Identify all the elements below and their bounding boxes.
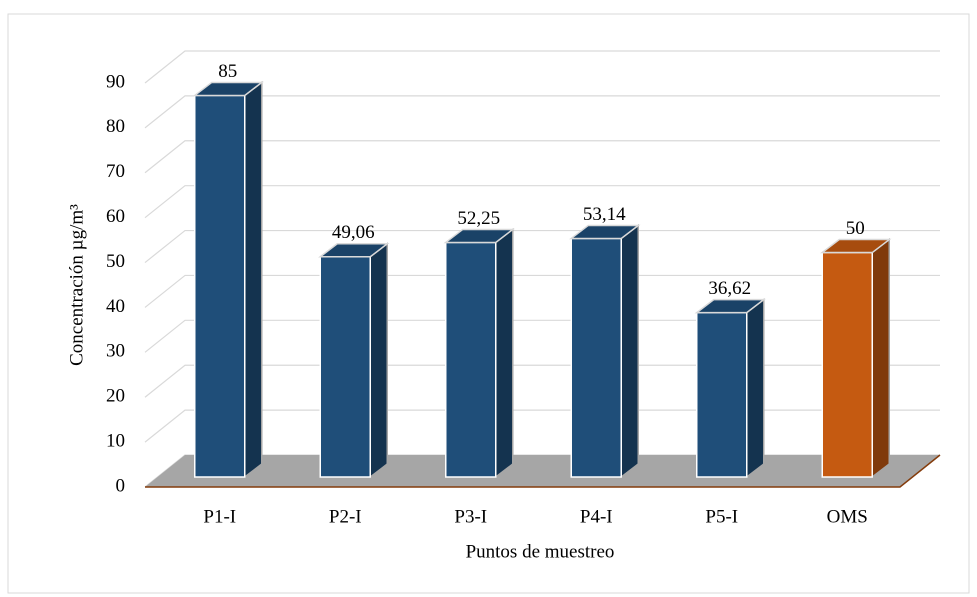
y-tick-label: 90 — [106, 71, 125, 92]
value-label: 52,25 — [457, 208, 500, 229]
grid-line — [144, 409, 940, 443]
bar-top — [318, 243, 390, 258]
bar — [319, 256, 371, 478]
grid-line — [144, 185, 940, 219]
x-tick-label: P2-I — [329, 506, 362, 527]
y-tick-label: 70 — [106, 161, 125, 182]
y-tick-label: 40 — [106, 296, 125, 317]
bar-side — [369, 242, 388, 479]
bar — [696, 311, 748, 478]
x-tick-label: P5-I — [705, 506, 738, 527]
bar-side — [871, 238, 890, 479]
value-label: 53,14 — [583, 204, 626, 225]
grid-line — [144, 95, 940, 129]
y-tick-label: 50 — [106, 251, 125, 272]
y-tick-label: 10 — [106, 430, 125, 451]
x-tick-label: OMS — [827, 506, 868, 527]
x-axis-line — [145, 454, 941, 488]
grid-line — [144, 50, 940, 84]
grid-line — [144, 274, 940, 308]
value-label: 50 — [846, 218, 865, 239]
y-tick-label: 80 — [106, 116, 125, 137]
y-axis-title: Concentración µg/m³ — [66, 204, 87, 366]
value-label: 49,06 — [332, 222, 375, 243]
bar-top — [192, 81, 264, 97]
bar-top — [443, 228, 515, 244]
x-tick-label: P4-I — [580, 506, 613, 527]
y-tick-label: 0 — [116, 475, 126, 496]
bar — [194, 94, 246, 478]
bar-side — [244, 80, 263, 479]
x-axis-title: Puntos de muestreo — [466, 541, 615, 562]
bar — [445, 241, 497, 478]
floor — [145, 455, 940, 487]
bar-top — [820, 238, 892, 254]
bar-top — [694, 298, 766, 314]
y-tick-label: 20 — [106, 386, 125, 407]
value-label: 85 — [218, 61, 237, 82]
bar-side — [620, 223, 639, 479]
x-tick-label: P1-I — [203, 506, 236, 527]
bar-side — [746, 298, 765, 479]
bar — [570, 237, 622, 478]
y-tick-label: 30 — [106, 341, 125, 362]
grid-line — [144, 140, 940, 174]
value-label: 36,62 — [708, 278, 751, 299]
grid-line — [144, 364, 940, 398]
bar-side — [495, 227, 514, 479]
bar — [821, 251, 873, 478]
x-tick-label: P3-I — [454, 506, 487, 527]
grid-line — [144, 319, 940, 353]
y-tick-label: 60 — [106, 206, 125, 227]
bar-top — [569, 224, 641, 240]
grid-line — [144, 229, 940, 264]
